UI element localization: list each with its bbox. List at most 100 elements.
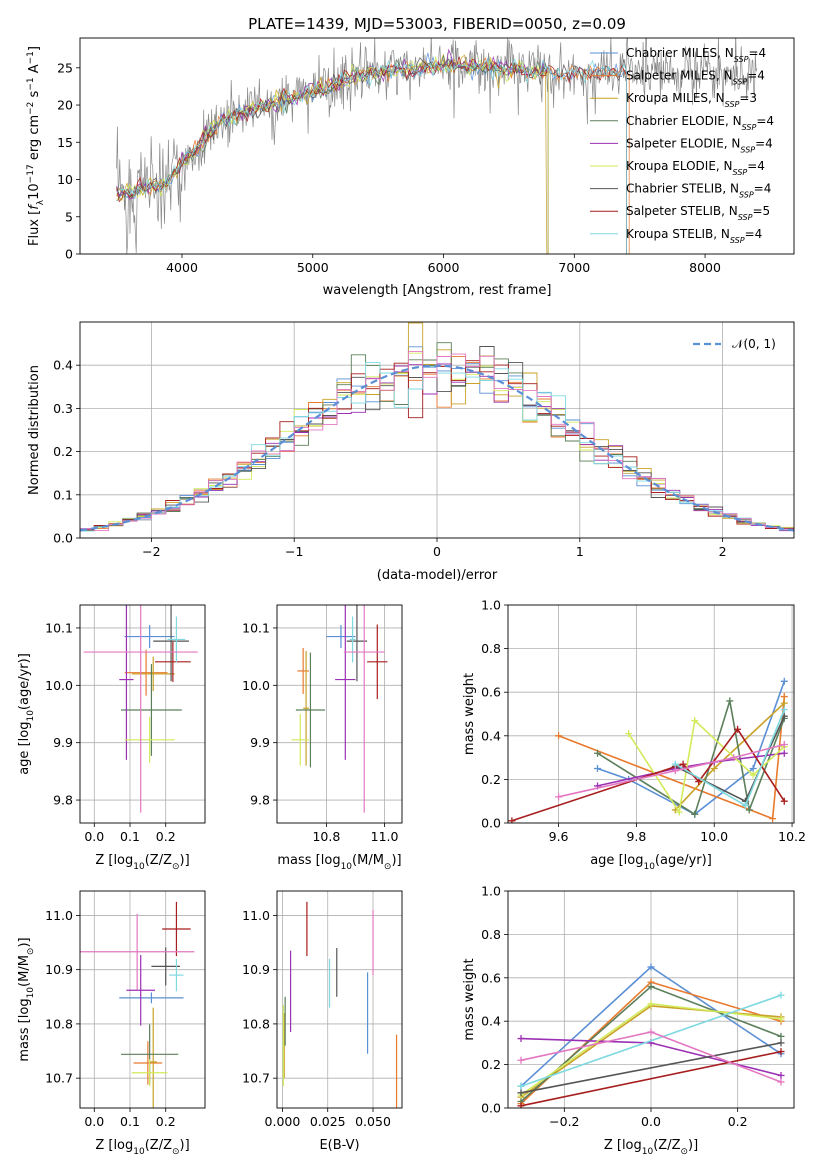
legend-entry: Salpeter ELODIE, NSSP=4	[626, 136, 773, 154]
y-tick-label: 0.0	[481, 1101, 501, 1116]
chart-title: PLATE=1439, MJD=53003, FIBERID=0050, z=0…	[248, 15, 626, 33]
plot-area	[80, 605, 205, 823]
x-tick-label: 9.6	[549, 829, 569, 844]
error-bar-point	[126, 955, 155, 1026]
y-tick-label: 0.2	[481, 772, 501, 787]
error-bar-point	[121, 664, 182, 756]
x-axis-label: mass [log10(M/M⊙)]	[277, 853, 401, 872]
y-tick-label: 1.0	[481, 598, 501, 613]
y-tick-label: 0.0	[53, 531, 73, 546]
weight-marker	[555, 732, 563, 740]
y-tick-label: 10.7	[242, 1071, 270, 1086]
axes-frame	[276, 604, 403, 824]
y-axis-label: Normed distribution	[27, 365, 42, 495]
panel-weight_vs_age: 9.6 9.8 10.0 10.2 0.0 0.2 0.4 0.6 0.8 1.0 age [log…	[462, 598, 806, 873]
panel-weight_vs_Z: −0.2 0.0 0.2 0.0 0.2 0.4 0.6 0.8 1.0 Z [log10(Z/Z…	[462, 884, 795, 1157]
y-tick-label: 1.0	[481, 884, 501, 899]
x-tick-label: 5000	[297, 260, 329, 275]
x-tick-label: 0.2	[728, 1114, 748, 1129]
weight-line	[520, 1042, 782, 1094]
legend-entry: 𝒩(0, 1)	[732, 337, 776, 351]
x-axis-label: (data-model)/error	[377, 568, 498, 583]
y-axis-label: mass [log10(M/M⊙)]	[17, 937, 36, 1061]
x-axis-label: Z [log10(Z/Z⊙)]	[604, 1138, 698, 1157]
x-axis-label: E(B-V)	[319, 1138, 359, 1153]
y-axis-label: age [log10(age/yr)]	[17, 653, 36, 775]
normal-curve	[80, 364, 794, 532]
x-tick-label: 8000	[689, 260, 721, 275]
x-tick-label: 0.2	[156, 829, 176, 844]
y-tick-label: 0.6	[481, 970, 501, 985]
axes-frame	[79, 37, 795, 255]
x-axis-label: Z [log10(Z/Z⊙)]	[95, 1138, 189, 1157]
weight-marker	[695, 778, 703, 786]
x-axis-label: age [log10(age/yr)]	[590, 853, 712, 872]
weight-marker	[780, 677, 788, 685]
y-axis-label: mass weight	[462, 673, 477, 755]
x-tick-label: 10.0	[700, 829, 728, 844]
legend-entry: Salpeter MILES, NSSP=4	[626, 69, 765, 87]
panel-mass_vs_Z: 0.0 0.1 0.2 10.7 10.8 10.9 11.0 Z [log10(Z/Z⊙)]…	[17, 890, 206, 1157]
weight-line	[674, 709, 786, 807]
error-bar-point	[169, 958, 184, 992]
x-tick-label: 0.0	[84, 829, 104, 844]
y-tick-label: 9.9	[53, 735, 73, 750]
panel-mass_vs_EBV: 0.000 0.025 0.050 10.7 10.8 10.9 11.0 E(B-V)	[242, 890, 403, 1153]
weight-marker	[780, 699, 788, 707]
error-bar-point	[80, 913, 195, 990]
model-spectrum-line	[116, 56, 627, 254]
y-tick-label: 0	[65, 247, 73, 262]
axes-frame	[79, 604, 206, 824]
weight-line	[520, 1050, 782, 1107]
weight-marker	[777, 1039, 785, 1047]
error-bar-point	[133, 1041, 163, 1085]
plot-area	[277, 891, 402, 1108]
x-tick-label: 11.0	[371, 829, 399, 844]
y-tick-label: 0.4	[481, 728, 501, 743]
weight-marker	[780, 706, 788, 714]
error-bar-point	[167, 616, 186, 663]
panel-chart-0: 4000 5000 6000 7000 8000 0 5 10 15 20 25 PLATE=1439…	[26, 15, 795, 298]
weight-marker	[745, 806, 753, 814]
error-bar-point	[153, 605, 189, 682]
panel-chart-1: −2 −1 0 1 2 0.0 0.1 0.2 0.3 0.4 (data-model)/error…	[27, 321, 795, 583]
y-tick-label: 0.0	[481, 816, 501, 831]
weight-marker	[730, 754, 738, 762]
weight-marker	[777, 991, 785, 999]
error-bar-point	[131, 1059, 168, 1087]
weight-marker	[625, 730, 633, 738]
panel-age_vs_mass: 10.8 11.0 9.8 9.9 10.0 10.1 mass [log10(M/M⊙)]	[242, 604, 403, 872]
x-tick-label: 0.1	[120, 1114, 140, 1129]
y-tick-label: 9.8	[250, 793, 270, 808]
y-axis-label: Flux [fλ10−17 erg cm−2 s−1 A−1]	[26, 46, 46, 246]
weight-marker	[647, 982, 655, 990]
weight-marker	[517, 1089, 525, 1097]
weight-marker	[777, 1078, 785, 1086]
error-bar-point	[303, 650, 309, 766]
weight-marker	[593, 765, 601, 772]
weight-marker	[710, 765, 718, 772]
weight-marker	[726, 697, 734, 705]
x-tick-label: 0.000	[265, 1114, 301, 1129]
error-bar-point	[119, 605, 134, 760]
x-tick-label: −0.2	[549, 1114, 579, 1129]
weight-marker	[508, 817, 516, 823]
weight-marker	[749, 771, 757, 779]
weight-marker	[780, 749, 788, 757]
weight-marker	[749, 765, 757, 772]
weight-marker	[777, 1015, 785, 1023]
error-bar-point	[343, 605, 385, 813]
x-axis-label: Z [log10(Z/Z⊙)]	[95, 853, 189, 872]
y-tick-label: 9.8	[53, 793, 73, 808]
x-tick-label: 1	[576, 544, 584, 559]
plot-area	[508, 605, 794, 823]
legend-entry: Salpeter STELIB, NSSP=5	[626, 204, 770, 222]
error-bar-point	[291, 714, 309, 766]
weight-marker	[780, 797, 788, 805]
weight-marker	[780, 693, 788, 701]
legend-entry: Kroupa STELIB, NSSP=4	[626, 227, 762, 245]
weight-marker	[517, 1082, 525, 1090]
y-tick-label: 10.1	[45, 620, 73, 635]
weight-marker	[777, 1071, 785, 1079]
x-tick-label: 0	[433, 544, 441, 559]
